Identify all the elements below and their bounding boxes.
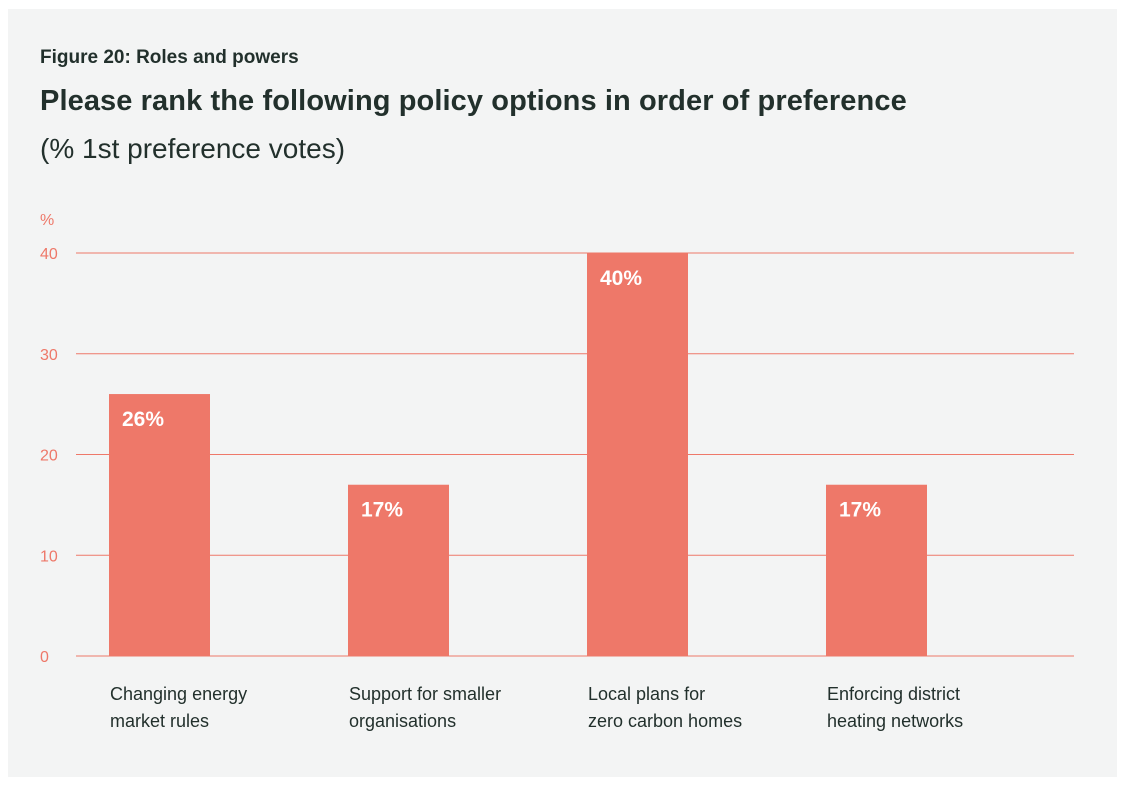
chart-panel [8, 9, 1117, 777]
figure-label: Figure 20: Roles and powers [40, 47, 299, 68]
chart-subtitle: (% 1st preference votes) [40, 133, 346, 164]
chart-title: Please rank the following policy options… [40, 85, 907, 117]
